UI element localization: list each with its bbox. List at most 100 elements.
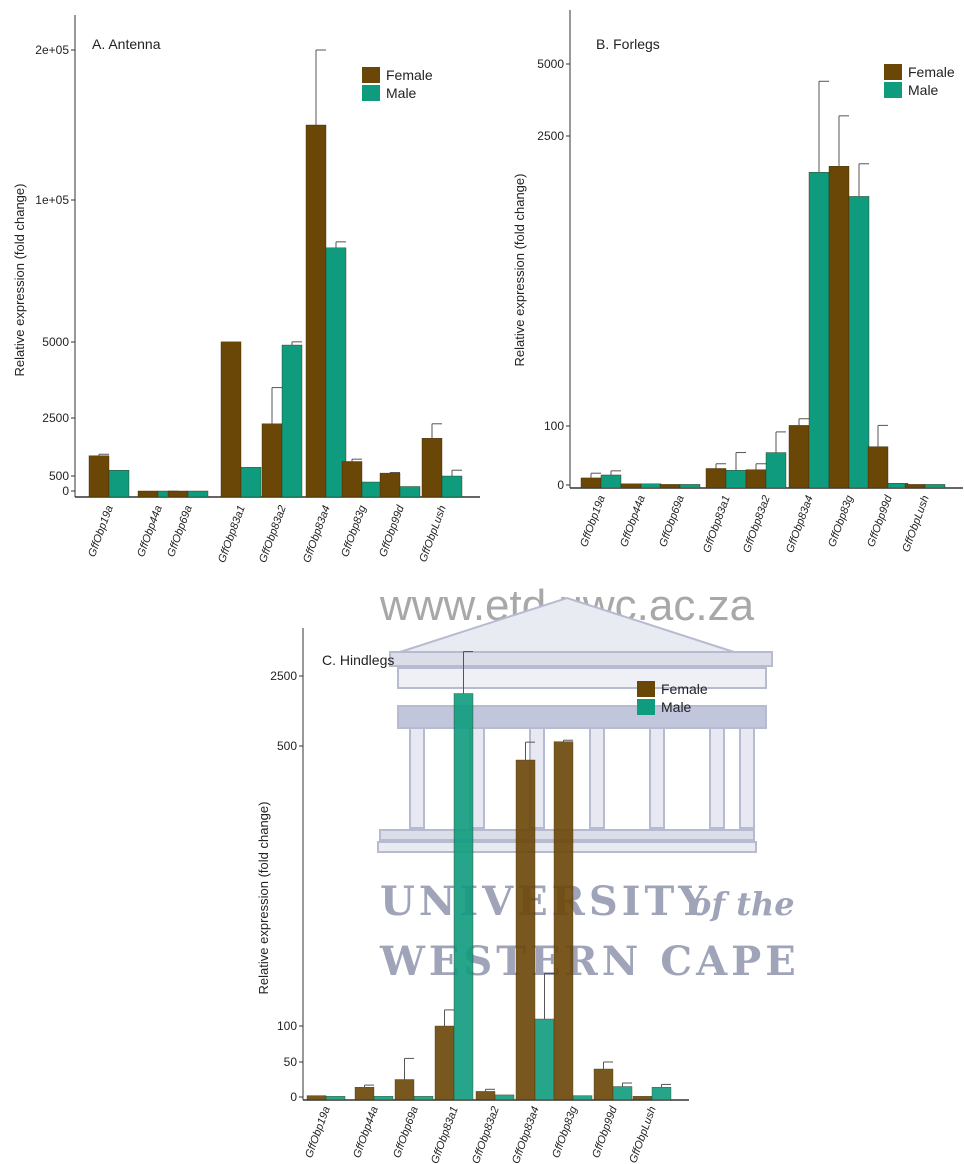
x-tick-label: GffObp69a [165, 504, 195, 559]
legend-label-female: Female [386, 67, 433, 83]
bar-male-gffobp19a [600, 474, 622, 489]
bar-female-gffobp83a1 [434, 1025, 455, 1101]
x-tick-label: GffObp83a4 [510, 1105, 542, 1164]
x-tick-label: GffObp99d [377, 503, 407, 559]
bar-male-gffobp99d [612, 1086, 633, 1101]
legend-swatch-female [362, 67, 380, 83]
x-tick-label: GffObpLush [417, 504, 449, 564]
bar-male-gffobp69a [413, 1096, 434, 1101]
bar-male-gffobp44a [640, 483, 662, 489]
bar-male-gffobp99d [399, 486, 421, 498]
bar-female-gffobp19a [580, 477, 602, 489]
bar-male-gffobp69a [187, 490, 209, 498]
y-tick-label: 2500 [42, 411, 69, 425]
x-tick-label: GffObp19a [303, 1105, 333, 1160]
x-tick-label: GffObp99d [590, 1104, 620, 1160]
y-tick-label: 100 [544, 419, 564, 433]
x-tick-label: GffObp99d [865, 493, 895, 549]
x-tick-label: GffObp19a [578, 494, 608, 549]
y-tick-label: 0 [290, 1090, 297, 1104]
bar-female-gffobp83g [341, 461, 363, 498]
legend-label-male: Male [908, 82, 939, 98]
chart-title: A. Antenna [92, 36, 161, 52]
legend-label-male: Male [661, 699, 692, 715]
bar-female-gffobp19a [306, 1095, 327, 1101]
x-tick-label: GffObp83a1 [701, 494, 733, 554]
bar-male-gffobplush [924, 484, 946, 489]
bar-female-gffobp83a4 [305, 124, 327, 498]
x-tick-label: GffObp83g [339, 503, 369, 559]
bar-male-gffobp44a [373, 1096, 394, 1101]
legend-label-male: Male [386, 85, 417, 101]
bar-male-gffobp83a4 [325, 247, 347, 498]
bar-female-gffobp99d [379, 472, 401, 498]
y-tick-label: 2500 [270, 669, 297, 683]
bar-female-gffobp69a [659, 484, 681, 489]
bar-male-gffobplush [651, 1086, 672, 1101]
y-tick-label: 500 [49, 469, 69, 483]
x-tick-label: GffObp44a [135, 504, 165, 559]
bar-male-gffobp83g [572, 1095, 593, 1101]
x-tick-label: GffObp83a2 [470, 1105, 502, 1164]
legend-swatch-male [884, 82, 902, 98]
bar-male-gffobp83a2 [281, 344, 303, 498]
y-axis-label: Relative expression (fold change) [256, 802, 271, 995]
bar-female-gffobp83a4 [515, 759, 536, 1101]
legend-swatch-female [637, 681, 655, 697]
bar-male-gffobp83a4 [534, 1018, 555, 1101]
bar-female-gffobp83a4 [788, 425, 810, 489]
bar-female-gffobp83a1 [220, 341, 242, 498]
x-tick-label: GffObp83a2 [257, 504, 289, 564]
watermark-line1-suffix: of the [690, 885, 795, 923]
bar-female-gffobp99d [867, 446, 889, 489]
bar-female-gffobp99d [593, 1068, 614, 1101]
legend-label-female: Female [908, 64, 955, 80]
x-tick-label: GffObp83a4 [784, 494, 816, 554]
watermark-line2: WESTERN CAPE [379, 938, 800, 985]
bar-male-gffobp83a2 [765, 452, 787, 489]
bar-female-gffobplush [421, 438, 443, 498]
bar-male-gffobp83a1 [725, 470, 747, 489]
bar-male-gffobp83a4 [808, 172, 830, 489]
x-tick-label: GffObp83a2 [741, 494, 773, 554]
y-axis-label: Relative expression (fold change) [512, 174, 527, 367]
y-tick-label: 5000 [42, 335, 69, 349]
legend-label-female: Female [661, 681, 708, 697]
x-tick-label: GffObp83a1 [216, 504, 248, 564]
y-tick-label: 1e+05 [35, 193, 69, 207]
legend-swatch-male [637, 699, 655, 715]
bar-female-gffobp44a [354, 1086, 375, 1101]
bar-female-gffobp83a1 [705, 468, 727, 489]
y-tick-label: 2e+05 [35, 43, 69, 57]
chart-title: B. Forlegs [596, 36, 660, 52]
x-tick-label: GffObpLush [627, 1105, 659, 1164]
legend-swatch-male [362, 85, 380, 101]
watermark-line1: UNIVERSITY [380, 878, 711, 925]
bar-female-gffobp83a2 [475, 1091, 496, 1101]
bar-male-gffobp19a [325, 1096, 346, 1101]
x-tick-label: GffObp69a [657, 494, 687, 549]
bar-male-gffobplush [441, 475, 463, 498]
bar-female-gffobp83a2 [745, 469, 767, 489]
bar-female-gffobplush [632, 1096, 653, 1101]
bar-male-gffobp83a1 [453, 693, 474, 1101]
bar-male-gffobp19a [108, 470, 130, 498]
bar-female-gffobp69a [394, 1079, 415, 1101]
y-tick-label: 100 [277, 1019, 297, 1033]
bar-male-gffobp83a1 [240, 467, 262, 498]
x-tick-label: GffObp83g [826, 493, 856, 549]
x-tick-label: GffObp69a [391, 1105, 421, 1160]
chart-title: C. Hindlegs [322, 652, 394, 668]
bar-male-gffobp83g [848, 196, 870, 489]
x-tick-label: GffObp83g [550, 1104, 580, 1160]
bar-female-gffobp44a [137, 490, 159, 498]
y-tick-label: 2500 [537, 129, 564, 143]
watermark: www.etd.uwc.ac.za UNIVERSITY of the WEST… [377, 581, 800, 985]
bar-female-gffobp44a [620, 483, 642, 489]
bar-male-gffobp83g [361, 481, 383, 498]
panel-forlegs: 0 100 2500 5000 B. Forlegs Relative expressio… [512, 10, 963, 554]
y-tick-label: 5000 [537, 57, 564, 71]
y-tick-label: 500 [277, 739, 297, 753]
